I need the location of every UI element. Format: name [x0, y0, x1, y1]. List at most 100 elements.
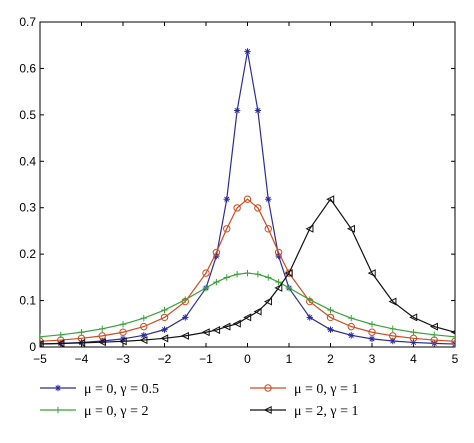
y-tick-label: 0: [29, 340, 36, 354]
data-point: [265, 196, 272, 203]
legend-marker: [54, 406, 62, 414]
x-tick-label: −1: [199, 352, 213, 366]
series-3: [40, 269, 455, 341]
data-point: [202, 284, 210, 292]
data-point: [254, 271, 262, 278]
data-point: [368, 335, 376, 343]
plot-axes: −5 −4 −3 −2 −1 0 1 2 3 4 5 0 0.1 0.2 0.3 0.4 0.5 0.6 0.7: [19, 15, 458, 366]
series-4: [40, 195, 455, 347]
data-point: [212, 248, 221, 257]
data-point: [431, 331, 438, 339]
data-point: [254, 107, 262, 114]
data-point: [99, 325, 106, 332]
legend-item-3: μ = 0, γ = 2: [40, 404, 148, 419]
data-point: [57, 331, 64, 339]
data-point: [389, 332, 397, 340]
data-point: [326, 313, 335, 322]
plot-frame: [39, 21, 456, 348]
data-point: [182, 296, 189, 303]
data-point: [244, 48, 251, 55]
y-tick-label: 0.3: [19, 201, 36, 215]
data-point: [119, 328, 127, 336]
data-point: [160, 313, 169, 322]
x-tick-label: −4: [75, 352, 89, 366]
data-point: [212, 326, 221, 335]
data-point: [347, 322, 355, 331]
x-tick-label: −2: [158, 352, 172, 366]
legend: μ = 0, γ = 0.5 μ = 0, γ = 1 μ = 0, γ = 2 μ …: [40, 382, 358, 419]
data-point: [327, 326, 334, 333]
legend-label: μ = 0, γ = 0.5: [84, 382, 159, 397]
series-line: [40, 198, 455, 342]
data-point: [368, 321, 376, 328]
x-tick-label: −3: [116, 352, 130, 366]
data-point: [274, 248, 283, 257]
data-point: [265, 274, 272, 281]
legend-label: μ = 0, γ = 2: [84, 404, 148, 419]
data-point: [56, 339, 65, 347]
y-tick-label: 0.5: [19, 108, 36, 122]
series-layer: [40, 48, 455, 347]
data-point: [284, 269, 293, 278]
data-point: [348, 314, 355, 322]
data-point: [233, 271, 241, 278]
legend-marker: [54, 384, 62, 392]
legend-label: μ = 0, γ = 1: [294, 382, 358, 397]
data-point: [40, 339, 44, 347]
x-tick-label: 3: [369, 352, 376, 366]
data-point: [77, 338, 86, 347]
data-point: [263, 297, 272, 306]
y-tick-label: 0.4: [19, 154, 36, 168]
data-point: [213, 278, 220, 286]
data-point: [222, 322, 231, 331]
x-tick-label: 4: [410, 352, 417, 366]
data-point: [223, 225, 231, 233]
legend-label: μ = 2, γ = 1: [294, 404, 358, 419]
data-point: [182, 314, 189, 321]
data-point: [78, 329, 85, 336]
data-point: [232, 319, 241, 328]
data-point: [264, 225, 272, 233]
data-point: [140, 332, 147, 339]
data-point: [254, 204, 262, 212]
y-tick-label: 0.1: [19, 294, 36, 308]
x-tick-label: −5: [33, 352, 47, 366]
series-2: [40, 195, 455, 346]
data-point: [305, 224, 314, 233]
data-point: [243, 313, 252, 322]
data-point: [161, 306, 168, 314]
data-point: [161, 326, 168, 333]
data-point: [327, 306, 334, 314]
data-point: [139, 336, 148, 345]
data-point: [410, 329, 417, 336]
y-tick-label: 0.2: [19, 247, 36, 261]
data-point: [306, 314, 313, 321]
data-point: [367, 269, 376, 278]
data-point: [389, 325, 396, 332]
data-point: [140, 314, 147, 322]
y-tick-label: 0.6: [19, 61, 36, 75]
x-tick-label: 0: [244, 352, 251, 366]
data-point: [40, 333, 44, 341]
legend-item-2: μ = 0, γ = 1: [250, 382, 358, 397]
data-point: [368, 328, 376, 336]
data-point: [233, 204, 241, 212]
data-point: [429, 322, 438, 331]
data-point: [348, 332, 355, 339]
series-1: [40, 48, 455, 347]
data-point: [223, 196, 230, 203]
x-tick-label: 2: [327, 352, 334, 366]
data-point: [244, 269, 251, 277]
legend-marker: [264, 384, 272, 392]
data-point: [160, 334, 169, 343]
data-point: [180, 331, 189, 340]
data-point: [118, 337, 127, 346]
legend-item-1: μ = 0, γ = 0.5: [40, 382, 159, 397]
data-point: [119, 321, 127, 328]
legend-item-4: μ = 2, γ = 1: [250, 404, 358, 419]
x-tick-label: 5: [452, 352, 459, 366]
data-point: [326, 195, 335, 204]
data-point: [409, 313, 418, 322]
data-point: [285, 284, 293, 292]
